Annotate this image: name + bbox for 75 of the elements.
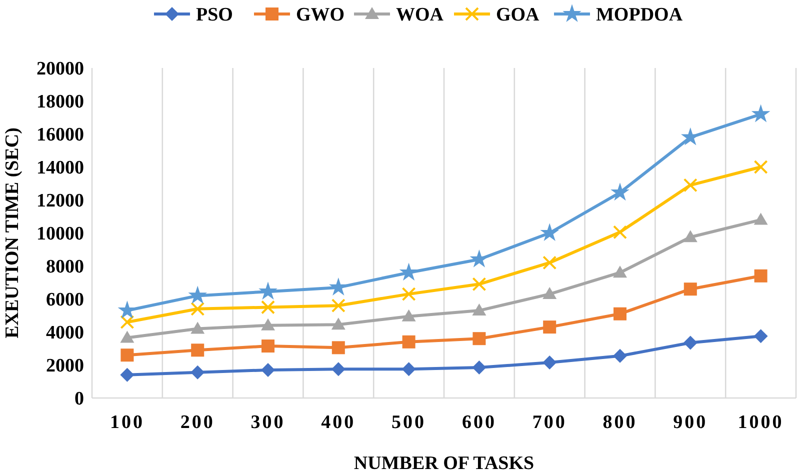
- point: [190, 322, 205, 334]
- x-tick-label: 600: [462, 412, 496, 433]
- y-tick-label: 2000: [46, 356, 84, 377]
- y-tick-label: 20000: [36, 58, 84, 80]
- x-tick-label: 1000: [738, 412, 784, 433]
- point: [328, 278, 348, 296]
- y-axis-title: EXEUTION TIME (SEC): [2, 128, 23, 338]
- point: [610, 182, 630, 201]
- point: [402, 287, 416, 302]
- point: [683, 336, 698, 350]
- y-tick-label: 8000: [46, 256, 84, 278]
- point: [399, 262, 418, 281]
- legend-label: MOPDOA: [596, 4, 683, 26]
- point: [751, 104, 770, 122]
- x-tick-label: 700: [532, 412, 567, 433]
- point: [613, 266, 627, 278]
- point: [120, 348, 134, 362]
- x-tick-label: 300: [250, 412, 286, 433]
- point: [754, 269, 768, 282]
- point: [754, 212, 768, 225]
- y-tick-label: 14000: [36, 158, 84, 179]
- y-tick-label: 16000: [36, 124, 84, 146]
- legend-label: GWO: [296, 4, 345, 26]
- point: [120, 368, 134, 382]
- point: [332, 341, 345, 354]
- x-tick-label: 200: [180, 412, 215, 433]
- y-tick-label: 0: [74, 388, 84, 410]
- point: [540, 223, 560, 242]
- point: [331, 362, 346, 376]
- point: [262, 340, 274, 353]
- legend-label: GOA: [496, 4, 540, 26]
- point: [190, 365, 205, 380]
- point: [683, 178, 698, 192]
- point: [542, 287, 557, 300]
- y-tick-label: 4000: [46, 322, 84, 344]
- point: [258, 282, 278, 300]
- point: [261, 300, 275, 314]
- point: [614, 307, 626, 320]
- point: [472, 277, 486, 292]
- point: [683, 230, 698, 242]
- y-tick-label: 12000: [36, 190, 84, 212]
- point: [402, 362, 416, 376]
- point: [754, 160, 768, 174]
- point: [472, 304, 486, 316]
- point: [543, 320, 556, 334]
- point: [754, 329, 768, 344]
- point: [472, 360, 486, 374]
- legend-label: PSO: [196, 4, 233, 26]
- point: [331, 298, 346, 313]
- point: [684, 282, 697, 296]
- x-tick-label: 900: [673, 412, 708, 433]
- point: [261, 362, 275, 377]
- point: [402, 335, 416, 348]
- point: [261, 318, 275, 330]
- point: [190, 302, 205, 316]
- point: [613, 348, 627, 363]
- x-tick-label: 100: [110, 412, 144, 433]
- point: [542, 256, 557, 270]
- x-tick-label: 800: [602, 412, 638, 433]
- legend-label: WOA: [396, 4, 444, 26]
- point: [402, 309, 416, 322]
- point: [472, 332, 486, 346]
- x-axis-title: NUMBER OF TASKS: [354, 453, 534, 474]
- x-tick-label: 400: [321, 412, 356, 433]
- point: [331, 318, 346, 330]
- x-tick-label: 500: [392, 412, 426, 433]
- point: [191, 344, 204, 357]
- point: [542, 356, 557, 370]
- point: [613, 225, 627, 240]
- point: [120, 330, 134, 343]
- y-tick-label: 10000: [36, 224, 84, 245]
- y-tick-label: 18000: [36, 92, 84, 113]
- y-tick-label: 6000: [46, 290, 84, 311]
- point: [120, 315, 134, 330]
- point: [188, 286, 208, 304]
